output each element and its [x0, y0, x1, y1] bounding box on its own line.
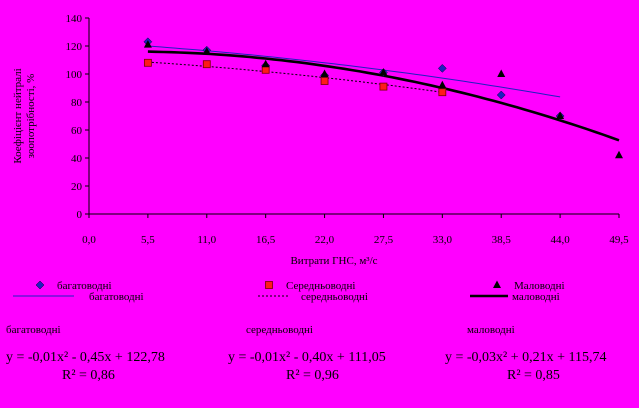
data-point-triangle [615, 150, 623, 159]
data-point-triangle [379, 68, 388, 76]
equation-formula: y = -0,01x² - 0,45x + 122,78 [6, 350, 165, 365]
x-tick-label: 38,5 [492, 234, 512, 246]
data-point-diamond [437, 64, 447, 73]
data-point-square [438, 88, 447, 97]
y-tick-label: 60 [71, 125, 83, 137]
data-point-square [143, 58, 152, 67]
equation-formula: y = -0,03x² + 0,21x + 115,74 [445, 350, 607, 365]
y-tick-label: 20 [71, 181, 83, 193]
x-tick-label: 16,5 [256, 234, 276, 246]
legend-label: Середньоводні [286, 280, 355, 292]
data-point-square [379, 82, 388, 91]
y-tick-label: 80 [71, 97, 83, 109]
x-axis-label: Витрати ГНС, м³/с [290, 255, 377, 267]
x-tick-label: 11,0 [197, 234, 216, 246]
data-point-triangle [497, 69, 506, 77]
x-tick-label: 27,5 [374, 234, 394, 246]
y-axis-label: Коефіцієнт нейтралі [12, 68, 24, 163]
trendline-thin [147, 45, 561, 98]
x-tick-label: 5,5 [141, 234, 155, 246]
trendline-thick [147, 50, 620, 142]
equation-head: маловодні [467, 324, 515, 336]
data-point-diamond [496, 90, 506, 100]
data-point-triangle [438, 80, 447, 89]
legend-marker-triangle [493, 280, 501, 288]
equation-block-bahatovodni: багатоводні y = -0,01x² - 0,45x + 122,78… [6, 324, 165, 383]
legend-marker-diamond [35, 280, 45, 290]
x-tick-label: 49,5 [609, 234, 629, 246]
legend-label: Маловодні [514, 280, 565, 292]
data-point-triangle [143, 40, 152, 48]
legend-marker-square [265, 281, 273, 289]
legend-label: багатоводні [89, 291, 144, 303]
equation-r2: R² = 0,85 [507, 368, 560, 383]
data-point-square [320, 77, 329, 85]
equation-formula: y = -0,01x² - 0,40x + 111,05 [228, 350, 386, 365]
y-tick-label: 140 [66, 13, 83, 25]
equation-r2: R² = 0,86 [62, 368, 115, 383]
x-tick-label: 22,0 [315, 234, 335, 246]
equation-block-serednovodni: середньоводні y = -0,01x² - 0,40x + 111,… [228, 324, 386, 383]
equation-head: багатоводні [6, 324, 61, 336]
y-tick-label: 0 [77, 209, 83, 221]
data-point-square [202, 60, 211, 69]
data-point-triangle [261, 59, 270, 68]
data-point-triangle [320, 69, 329, 77]
x-tick-label: 0,0 [82, 234, 96, 246]
x-tick-label: 33,0 [433, 234, 453, 246]
trendline-dotted [147, 61, 443, 93]
legend-label: багатоводні [57, 280, 112, 292]
x-tick-label: 44,0 [550, 234, 570, 246]
legend-label: маловодні [512, 291, 560, 303]
y-tick-label: 40 [71, 153, 83, 165]
y-axis-label: зоопотрібності, % [25, 74, 37, 159]
y-tick-label: 100 [66, 69, 83, 81]
data-point-triangle [556, 111, 565, 119]
equation-block-malovodni: маловодні y = -0,03x² + 0,21x + 115,74 R… [445, 324, 607, 383]
equation-head: середньоводні [246, 324, 313, 336]
y-tick-label: 120 [66, 41, 83, 53]
data-point-square [261, 65, 270, 74]
data-point-triangle [202, 47, 211, 55]
equation-r2: R² = 0,96 [286, 368, 339, 383]
legend-label: середньоводні [301, 291, 368, 303]
